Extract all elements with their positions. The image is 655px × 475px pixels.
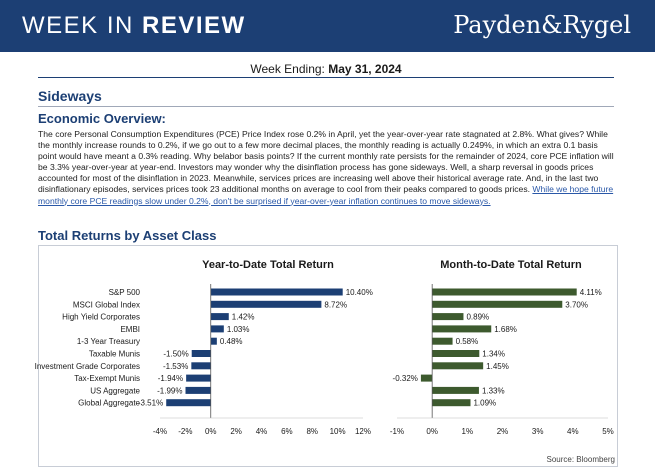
- chart-category-label: S&P 500: [109, 288, 141, 297]
- chart-category-label: Tax-Exempt Munis: [74, 374, 140, 383]
- chart-data-label: 10.40%: [346, 288, 373, 297]
- chart-data-label: 1.34%: [482, 350, 505, 359]
- chart-data-label: -1.94%: [158, 374, 183, 383]
- chart-tick-label: 12%: [355, 427, 371, 436]
- chart-tick-label: 5%: [602, 427, 614, 436]
- chart-bar: [210, 313, 229, 321]
- company-logo: Payden&Rygel: [453, 11, 631, 39]
- newsletter-title: WEEK IN REVIEW: [22, 12, 246, 40]
- chart-data-label: -0.32%: [393, 374, 418, 383]
- chart-category-label: US Aggregate: [90, 386, 140, 395]
- chart-bar: [210, 288, 343, 296]
- chart-data-label: 4.11%: [580, 288, 602, 297]
- title-bold: REVIEW: [142, 12, 246, 39]
- chart-tick-label: 0%: [205, 427, 217, 436]
- chart-tick-label: 10%: [330, 427, 346, 436]
- chart-category-label: EMBI: [120, 325, 140, 334]
- chart-category-label: Taxable Munis: [89, 350, 140, 359]
- source-note: Source: Bloomberg: [546, 455, 615, 464]
- chart-bar: [420, 374, 433, 382]
- chart-data-label: -1.99%: [157, 386, 182, 395]
- chart-data-label: 0.89%: [466, 313, 489, 322]
- divider: [38, 77, 614, 78]
- chart-category-label: 1-3 Year Treasury: [77, 337, 140, 346]
- chart-category-label: MSCI Global Index: [73, 300, 140, 309]
- chart-title: Month-to-Date Total Return: [440, 259, 582, 271]
- chart-title: Year-to-Date Total Return: [202, 259, 334, 271]
- chart-bar: [210, 337, 217, 345]
- chart-tick-label: -2%: [178, 427, 192, 436]
- overview-link[interactable]: While we hope future monthly core PCE re…: [38, 184, 614, 206]
- chart-bar: [432, 362, 484, 370]
- chart-bar: [210, 300, 322, 308]
- chart-tick-label: 3%: [532, 427, 544, 436]
- chart-data-label: 8.72%: [324, 300, 347, 309]
- chart-data-label: 0.58%: [456, 337, 479, 346]
- chart-tick-label: 4%: [567, 427, 579, 436]
- chart-data-label: 1.68%: [494, 325, 517, 334]
- chart-bar: [210, 325, 224, 333]
- chart-bar: [432, 386, 479, 394]
- divider: [38, 106, 614, 107]
- chart-bar: [432, 325, 492, 333]
- chart-bar: [432, 313, 464, 321]
- chart-data-label: 1.42%: [232, 313, 255, 322]
- chart-bar: [185, 386, 211, 394]
- chart-bar: [432, 337, 453, 345]
- chart-frame: [38, 245, 618, 467]
- week-label: Week Ending:: [250, 62, 329, 76]
- chart-category-label: Global Aggregate: [78, 399, 140, 408]
- chart-tick-label: 8%: [306, 427, 318, 436]
- chart-tick-label: 1%: [462, 427, 474, 436]
- chart-data-label: 1.03%: [227, 325, 250, 334]
- chart-bar: [432, 288, 577, 296]
- chart-tick-label: -4%: [153, 427, 167, 436]
- overview-title: Economic Overview:: [38, 111, 166, 126]
- chart-tick-label: 0%: [426, 427, 438, 436]
- chart-data-label: 1.33%: [482, 386, 505, 395]
- chart-tick-label: -1%: [390, 427, 404, 436]
- chart-data-label: -1.50%: [163, 350, 188, 359]
- week-ending: Week Ending: May 31, 2024: [38, 62, 614, 76]
- chart-data-label: 3.70%: [565, 300, 588, 309]
- chart-category-label: Investment Grade Corporates: [35, 362, 140, 371]
- chart-tick-label: 6%: [281, 427, 293, 436]
- chart-tick-label: 4%: [256, 427, 268, 436]
- chart-tick-label: 2%: [230, 427, 242, 436]
- chart-data-label: 1.09%: [473, 399, 496, 408]
- chart-category-label: High Yield Corporates: [62, 313, 140, 322]
- chart-bar: [186, 374, 211, 382]
- returns-title: Total Returns by Asset Class: [38, 228, 217, 243]
- chart-bar: [191, 350, 211, 357]
- chart-bar: [432, 399, 471, 407]
- chart-data-label: -3.51%: [138, 399, 163, 408]
- chart-bar: [166, 399, 211, 407]
- chart-bar: [432, 350, 480, 357]
- chart-data-label: -1.53%: [163, 362, 188, 371]
- chart-tick-label: 2%: [497, 427, 509, 436]
- title-light: WEEK IN: [22, 12, 143, 39]
- header-banner: WEEK IN REVIEW Payden&Rygel: [0, 0, 655, 52]
- overview-body: The core Personal Consumption Expenditur…: [38, 129, 618, 207]
- week-date: May 31, 2024: [328, 62, 402, 76]
- chart-bar: [432, 300, 563, 308]
- chart-bar: [191, 362, 211, 370]
- overview-text: The core Personal Consumption Expenditur…: [38, 129, 614, 195]
- section-title: Sideways: [38, 88, 102, 104]
- chart-data-label: 0.48%: [220, 337, 243, 346]
- chart-data-label: 1.45%: [486, 362, 509, 371]
